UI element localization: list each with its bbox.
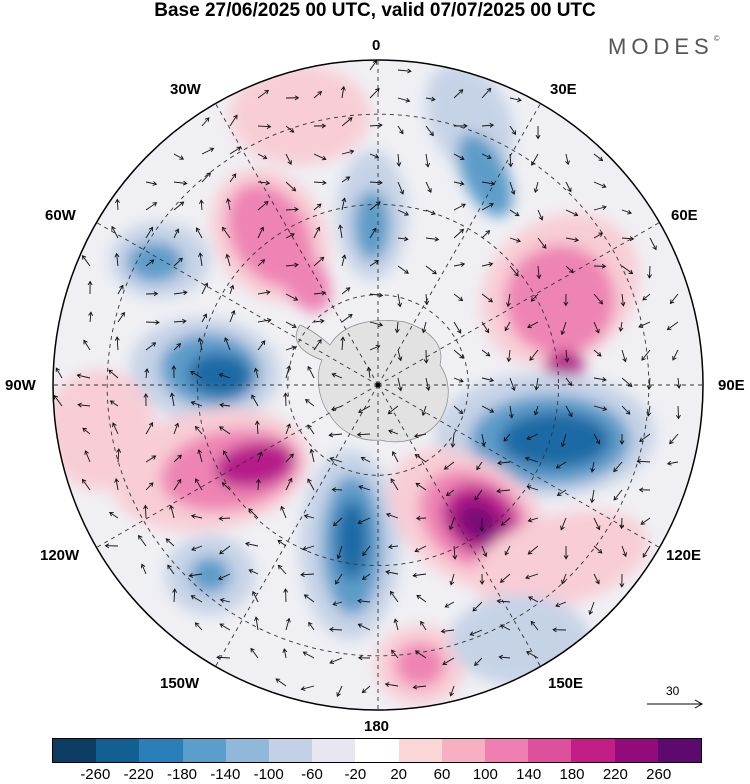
south-pole-dot [376,383,381,388]
wind-vector [146,322,159,323]
colorbar-cell [615,739,658,762]
lon-label-60e: 60E [671,208,698,224]
colorbar-tick-label: 220 [603,766,628,783]
wind-vector [649,266,650,278]
brand-logo: MODES© [608,34,720,60]
lon-label-120w: 120W [40,548,79,564]
wind-vector [258,479,259,490]
colorbar-cell [139,739,182,762]
colorbar-cell [312,739,355,762]
colorbar-tick-label: -180 [167,766,197,783]
lon-label-30w: 30W [170,82,201,98]
reference-vector-arrow [646,684,704,714]
colorbar-tick-label: 20 [390,766,407,783]
colorbar-cell [658,739,701,762]
lon-label-60w: 60W [45,208,76,224]
anomaly-blob [230,65,370,165]
lon-label-150w: 150W [160,676,199,692]
colorbar-cell [528,739,571,762]
colorbar-cell [53,739,96,762]
anomaly-blob [45,370,155,490]
colorbar-tick-label: 100 [473,766,498,783]
lon-label-90e: 90E [718,378,745,394]
colorbar-cell [226,739,269,762]
lon-label-30e: 30E [550,82,577,98]
colorbar-cell [399,739,442,762]
colorbar-tick-label: -140 [210,766,240,783]
wind-vector [145,506,146,518]
colorbar-cell [183,739,226,762]
colorbar-tick-label: -100 [254,766,284,783]
anomaly-blob [127,242,183,282]
colorbar-tick-label: -20 [344,766,366,783]
colorbar-tick-label: 60 [434,766,451,783]
colorbar-tick-label: 180 [559,766,584,783]
anomaly-blob [354,190,390,260]
colorbar-cell [485,739,528,762]
wind-vector [678,406,679,419]
colorbar-tick-label: 260 [646,766,671,783]
colorbar-cell [355,739,398,762]
colorbar-tick-label: -220 [124,766,154,783]
lon-label-90w: 90W [5,378,36,394]
colorbar-cell [96,739,139,762]
anomaly-blob [336,500,368,580]
colorbar [52,738,702,763]
anomaly-blob [450,595,590,685]
lon-label-180: 180 [364,719,389,735]
colorbar-tick-label: 140 [516,766,541,783]
lon-label-120e: 120E [666,548,701,564]
colorbar-cell [571,739,614,762]
colorbar-cell [269,739,312,762]
colorbar-tick-label: -60 [301,766,323,783]
colorbar-ticks: -260 -220 -180 -140 -100 -60 -20 20 60 100 140 180 2… [52,766,702,784]
anomaly-blob [395,643,445,687]
lon-label-150e: 150E [548,676,583,692]
reference-vector: 30 [646,684,704,714]
map-title: Base 27/06/2025 00 UTC, valid 07/07/2025… [0,0,750,22]
colorbar-tick-label: -260 [80,766,110,783]
colorbar-cell [442,739,485,762]
lon-label-0: 0 [372,38,380,54]
